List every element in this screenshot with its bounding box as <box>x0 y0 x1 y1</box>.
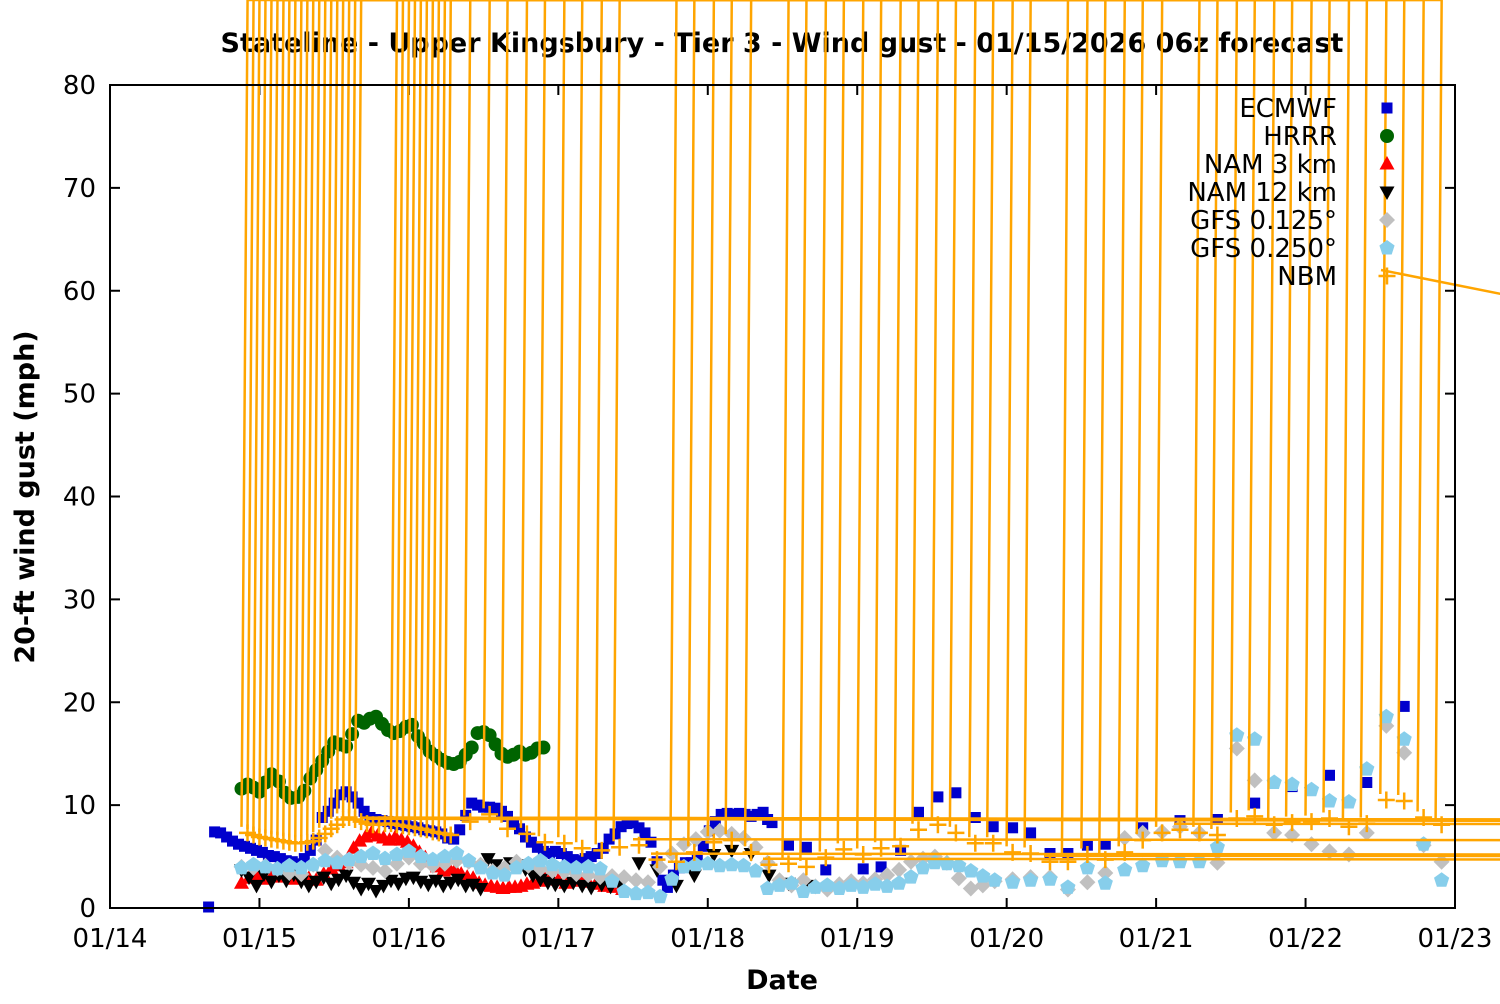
legend-label-gfs-0-250: GFS 0.250° <box>1190 234 1337 264</box>
legend-label-gfs-0-125: GFS 0.125° <box>1190 206 1337 236</box>
x-tick-label: 01/15 <box>222 924 297 954</box>
legend-marker-gfs-0-125-icon <box>1379 212 1395 228</box>
legend-label-nam-12-km: NAM 12 km <box>1187 178 1337 208</box>
y-tick-label: 30 <box>63 585 96 615</box>
y-tick-label: 60 <box>63 277 96 307</box>
legend-label-hrrr: HRRR <box>1263 122 1337 152</box>
y-tick-label: 40 <box>63 483 96 513</box>
x-tick-label: 01/17 <box>521 924 596 954</box>
x-tick-label: 01/14 <box>73 924 148 954</box>
legend-marker-nam-12-km-icon <box>1380 187 1395 201</box>
x-tick-label: 01/19 <box>820 924 895 954</box>
y-axis-label: 20-ft wind gust (mph) <box>10 330 41 663</box>
x-tick-label: 01/21 <box>1119 924 1194 954</box>
x-tick-label: 01/18 <box>670 924 745 954</box>
x-tick-label: 01/20 <box>969 924 1044 954</box>
legend-marker-ecmwf-icon <box>1382 103 1393 114</box>
y-tick-label: 50 <box>63 380 96 410</box>
legend-entry-hrrr: HRRR <box>1263 122 1394 152</box>
legend-marker-nam-3-km-icon <box>1380 156 1395 170</box>
chart-title: Stateline - Upper Kingsbury - Tier 3 - W… <box>221 28 1344 59</box>
x-tick-label: 01/22 <box>1268 924 1343 954</box>
y-tick-label: 20 <box>63 688 96 718</box>
x-tick-label: 01/16 <box>371 924 446 954</box>
legend-label-ecmwf: ECMWF <box>1239 94 1337 124</box>
legend-marker-hrrr-icon <box>1380 129 1394 143</box>
legend-entry-ecmwf: ECMWF <box>1239 94 1392 124</box>
legend-label-nbm: NBM <box>1277 262 1337 292</box>
y-tick-label: 80 <box>63 71 96 101</box>
x-tick-label: 01/23 <box>1418 924 1493 954</box>
legend-marker-gfs-0-250-icon <box>1379 240 1394 255</box>
legend-entry-nam-12-km: NAM 12 km <box>1187 178 1394 208</box>
y-tick-label: 10 <box>63 791 96 821</box>
y-tick-label: 0 <box>79 894 96 924</box>
legend-entry-nbm: NBM <box>1277 262 1500 1000</box>
x-axis-label: Date <box>746 965 818 996</box>
legend-label-nam-3-km: NAM 3 km <box>1204 150 1337 180</box>
y-tick-label: 70 <box>63 174 96 204</box>
